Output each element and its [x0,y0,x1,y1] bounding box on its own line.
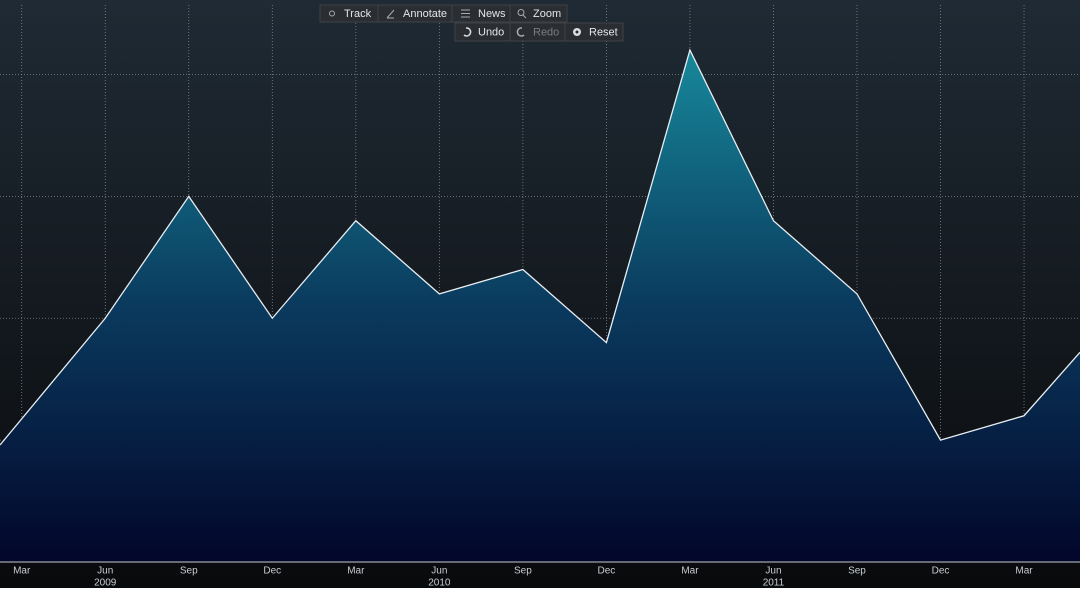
button-label: Zoom [533,8,561,20]
button-label: Annotate [403,8,447,20]
x-year-label: 2009 [94,578,117,589]
x-tick-label: Mar [347,566,365,577]
button-label: Reset [589,26,618,38]
x-tick-label: Dec [263,566,281,577]
button-label: Track [344,8,372,20]
plot [0,5,1081,562]
x-tick-label: Sep [514,566,532,577]
x-year-label: 2011 [763,578,785,589]
x-year-label: 2010 [428,578,451,589]
x-tick-label: Mar [13,566,31,577]
x-axis: Mar Jun Sep Dec Mar Jun Sep Dec Mar Jun Sep Dec Mar 2… [0,561,1080,589]
x-tick-label: Dec [932,566,950,577]
zoom-button[interactable]: Zoom [509,4,568,23]
x-tick-label: Jun [97,566,113,577]
annotate-button[interactable]: Annotate [377,4,453,23]
news-button[interactable]: News [451,4,511,23]
series-line [0,48,1081,446]
reset-button[interactable]: Reset [564,22,624,42]
x-tick-label: Sep [180,566,198,577]
x-tick-label: Mar [681,566,699,577]
toolbar: Track Annotate News Zoom Undo Redo Reset [319,4,624,42]
track-button[interactable]: Track [319,4,379,23]
area-fill [0,50,1080,562]
button-label: Undo [478,26,504,38]
redo-button[interactable]: Redo [509,22,566,42]
x-tick-label: Jun [431,566,447,577]
button-label: News [478,8,506,20]
x-tick-label: Sep [848,566,866,577]
button-label: Redo [533,26,559,38]
x-tick-label: Jun [765,566,781,577]
x-tick-label: Dec [598,566,616,577]
x-tick-label: Mar [1015,566,1033,577]
undo-button[interactable]: Undo [454,22,511,42]
